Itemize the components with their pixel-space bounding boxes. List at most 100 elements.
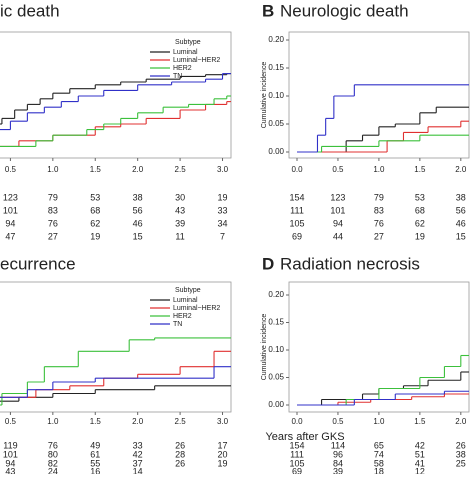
risk-number: 76 [374,218,384,228]
legend-title: Subtype [175,39,201,46]
risk-number: 33 [133,440,143,450]
risk-number: 27 [48,231,58,241]
panel-title: Radiation necrosis [280,254,420,273]
risk-number: 19 [90,231,100,241]
legend-label: TN [173,321,182,328]
risk-number: 83 [374,205,384,215]
y-tick-label: 0.10 [268,345,284,354]
risk-number: 39 [333,466,343,474]
legend-label: Luminal−HER2 [173,305,220,312]
risk-number: 154 [289,440,304,450]
risk-number: 119 [3,440,17,450]
risk-number: 69 [292,466,302,474]
risk-number: 56 [133,205,143,215]
risk-number: 19 [218,458,228,468]
risk-number: 79 [374,192,384,202]
y-tick-label: 0.05 [268,373,284,382]
risk-number: 43 [175,205,185,215]
risk-number: 123 [3,192,18,202]
risk-number: 20 [218,449,228,459]
risk-number: 18 [374,466,384,474]
x-tick-label: 2.0 [455,417,467,426]
risk-number: 28 [175,449,185,459]
risk-number: 38 [133,192,143,202]
risk-number: 105 [289,458,304,468]
risk-number: 55 [90,458,100,468]
risk-number: 24 [48,466,58,474]
risk-number: 25 [456,458,466,468]
risk-number: 76 [48,218,58,228]
risk-number: 12 [415,466,425,474]
risk-number: 111 [290,205,304,215]
y-tick-label: 0.15 [268,63,284,72]
risk-number: 111 [290,449,304,459]
risk-number: 43 [5,466,15,474]
risk-number: 101 [3,449,18,459]
risk-number: 26 [456,440,466,450]
risk-number: 114 [331,440,345,450]
x-tick-label: 2.0 [455,165,467,174]
risk-number: 82 [48,458,58,468]
risk-number: 69 [292,231,302,241]
x-tick-label: 3.0 [217,165,229,174]
legend-label: HER2 [173,313,192,320]
risk-number: 7 [220,231,225,241]
x-tick-label: 2.0 [132,417,144,426]
x-tick-label: 1.0 [47,417,59,426]
y-tick-label: 0.20 [268,35,284,44]
panel-letter: B [262,1,274,20]
risk-number: 15 [456,231,466,241]
panel-title: ic death [0,1,60,20]
y-tick-label: 0.05 [268,119,284,128]
y-tick-label: 0.15 [268,318,284,327]
risk-number: 58 [374,458,384,468]
panel-title: Neurologic death [280,1,409,20]
x-tick-label: 2.0 [132,165,144,174]
risk-number: 79 [48,192,58,202]
risk-number: 101 [330,205,345,215]
legend-title: Subtype [175,287,201,294]
risk-number: 68 [415,205,425,215]
risk-number: 51 [415,449,425,459]
risk-number: 74 [374,449,384,459]
risk-number: 14 [133,466,143,474]
risk-number: 76 [48,440,58,450]
risk-number: 49 [90,440,100,450]
risk-number: 33 [218,205,228,215]
x-tick-label: 1.0 [373,165,385,174]
legend-label: Luminal [173,49,198,56]
y-axis-label: Cumulative incidence [261,62,268,129]
risk-number: 44 [333,231,343,241]
risk-number: 30 [175,192,185,202]
x-tick-label: 1.0 [373,417,385,426]
risk-number: 19 [218,192,228,202]
x-tick-label: 0.0 [291,165,303,174]
risk-number: 15 [133,231,143,241]
risk-number: 101 [3,205,18,215]
x-tick-label: 1.5 [414,165,426,174]
risk-number: 96 [333,449,343,459]
risk-number: 39 [175,218,185,228]
risk-number: 80 [48,449,58,459]
risk-number: 38 [456,192,466,202]
y-tick-label: 0.20 [268,290,284,299]
legend-label: HER2 [173,65,192,72]
risk-number: 11 [175,231,184,241]
risk-number: 47 [5,231,15,241]
risk-number: 154 [289,192,304,202]
risk-number: 68 [90,205,100,215]
risk-number: 62 [90,218,100,228]
x-tick-label: 0.5 [5,417,17,426]
risk-number: 61 [90,449,100,459]
legend-label: TN [173,73,182,80]
y-axis-label: Cumulative incidence [261,314,268,381]
risk-number: 26 [175,440,185,450]
risk-number: 105 [289,218,304,228]
risk-number: 65 [374,440,384,450]
y-tick-label: 0.10 [268,91,284,100]
x-tick-label: 1.5 [90,417,102,426]
risk-number: 94 [5,218,15,228]
risk-number: 26 [175,458,185,468]
risk-number: 17 [218,440,228,450]
